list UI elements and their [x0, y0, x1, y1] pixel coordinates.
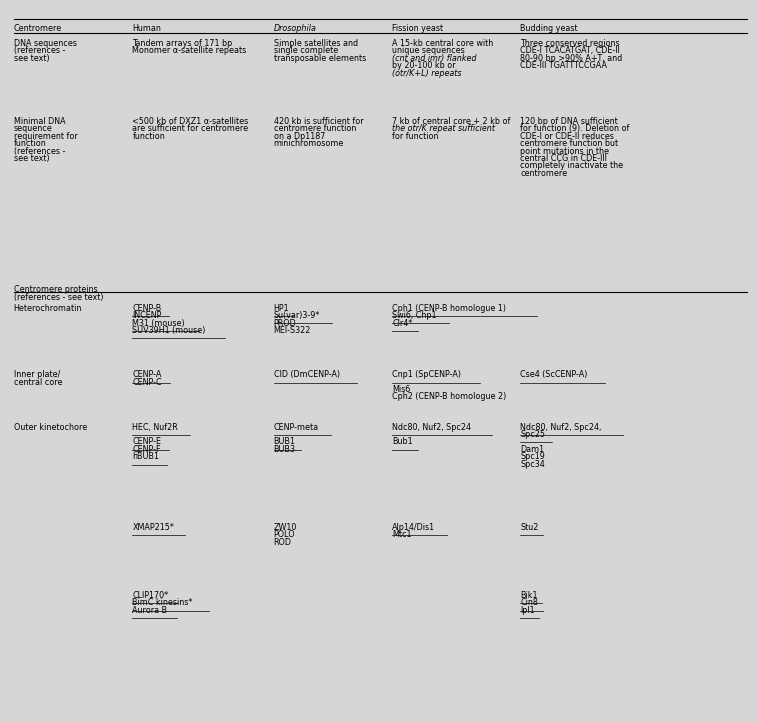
Text: M31 (mouse): M31 (mouse): [133, 318, 185, 328]
Text: ROD: ROD: [274, 538, 292, 547]
Text: Spc25: Spc25: [520, 430, 545, 439]
Text: Inner plate/: Inner plate/: [14, 370, 60, 379]
Text: CENP-B: CENP-B: [133, 304, 161, 313]
Text: (references - see text): (references - see text): [14, 292, 103, 302]
Text: transposable elements: transposable elements: [274, 54, 366, 63]
Text: CENP-F: CENP-F: [133, 445, 161, 454]
Text: Bik1: Bik1: [520, 591, 537, 600]
Text: HP1: HP1: [274, 304, 289, 313]
Text: Mis6: Mis6: [393, 385, 411, 394]
Text: point mutations in the: point mutations in the: [520, 147, 609, 156]
Text: Spc34: Spc34: [520, 460, 545, 469]
Text: (references -: (references -: [14, 147, 65, 156]
Text: (otr/K+L) repeats: (otr/K+L) repeats: [393, 69, 462, 78]
Text: SUV39H1 (mouse): SUV39H1 (mouse): [133, 326, 205, 335]
Text: CID (DmCENP-A): CID (DmCENP-A): [274, 370, 340, 379]
Text: Spc19: Spc19: [520, 452, 545, 461]
Text: unique sequences: unique sequences: [393, 46, 465, 56]
Text: see text): see text): [14, 154, 49, 163]
Text: Clr4*: Clr4*: [393, 318, 412, 328]
Text: Three conserved regions: Three conserved regions: [520, 39, 620, 48]
Text: Stu2: Stu2: [520, 523, 538, 532]
Text: for function: for function: [393, 131, 439, 141]
Text: Cnp1 (SpCENP-A): Cnp1 (SpCENP-A): [393, 370, 462, 379]
Text: MEI-S322: MEI-S322: [274, 326, 311, 335]
Text: Su(var)3-9*: Su(var)3-9*: [274, 311, 320, 320]
Text: Cin8: Cin8: [520, 599, 538, 607]
Text: Minimal DNA: Minimal DNA: [14, 117, 65, 126]
Text: see text): see text): [14, 54, 49, 63]
Text: POLO: POLO: [274, 531, 295, 539]
Text: INCENP: INCENP: [133, 311, 161, 320]
Text: BimC kinesins*: BimC kinesins*: [133, 599, 193, 607]
Text: centromere function: centromere function: [274, 124, 356, 134]
Text: XMAP215*: XMAP215*: [133, 523, 174, 532]
Text: hBUB1: hBUB1: [133, 452, 159, 461]
Text: Ipl1: Ipl1: [520, 606, 534, 615]
Text: Aurora B: Aurora B: [133, 606, 168, 615]
Text: function: function: [133, 131, 165, 141]
Text: for function (9). Deletion of: for function (9). Deletion of: [520, 124, 629, 134]
Text: central core: central core: [14, 378, 62, 386]
Text: (references -: (references -: [14, 46, 65, 56]
Text: CENP-A: CENP-A: [133, 370, 161, 379]
Text: Cph2 (CENP-B homologue 2): Cph2 (CENP-B homologue 2): [393, 393, 506, 401]
Text: centromere: centromere: [520, 169, 567, 178]
Text: the otr/K repeat sufficient: the otr/K repeat sufficient: [393, 124, 496, 134]
Text: Drosophila: Drosophila: [274, 25, 316, 33]
Text: A 15-kb central core with: A 15-kb central core with: [393, 39, 493, 48]
Text: Fission yeast: Fission yeast: [393, 25, 443, 33]
Text: CDE-I TCACATGAT, CDE-II: CDE-I TCACATGAT, CDE-II: [520, 46, 620, 56]
Text: ZW10: ZW10: [274, 523, 297, 532]
Text: CLIP170*: CLIP170*: [133, 591, 168, 600]
Text: (cnt and imr) flanked: (cnt and imr) flanked: [393, 54, 477, 63]
Text: CENP-meta: CENP-meta: [274, 422, 318, 432]
Text: Budding yeast: Budding yeast: [520, 25, 578, 33]
Text: Ndc80, Nuf2, Spc24: Ndc80, Nuf2, Spc24: [393, 422, 471, 432]
Text: Outer kinetochore: Outer kinetochore: [14, 422, 86, 432]
Text: CDE-I or CDE-II reduces: CDE-I or CDE-II reduces: [520, 131, 614, 141]
Text: Bub1: Bub1: [393, 438, 413, 446]
Text: on a Dp1187: on a Dp1187: [274, 131, 325, 141]
Text: 80-90 bp >90% A+T, and: 80-90 bp >90% A+T, and: [520, 54, 622, 63]
Text: 7 kb of central core + 2 kb of: 7 kb of central core + 2 kb of: [393, 117, 511, 126]
Text: by 20-100 kb or: by 20-100 kb or: [393, 61, 456, 70]
Text: Heterochromatin: Heterochromatin: [14, 304, 82, 313]
Text: <500 kb of DXZ1 α-satellites: <500 kb of DXZ1 α-satellites: [133, 117, 249, 126]
Text: Alp14/Dis1: Alp14/Dis1: [393, 523, 436, 532]
Text: Human: Human: [133, 25, 161, 33]
Text: CDE-III TGATTTCCGAA: CDE-III TGATTTCCGAA: [520, 61, 607, 70]
Text: Monomer α-satellite repeats: Monomer α-satellite repeats: [133, 46, 246, 56]
Text: Cse4 (ScCENP-A): Cse4 (ScCENP-A): [520, 370, 587, 379]
Text: Cph1 (CENP-B homologue 1): Cph1 (CENP-B homologue 1): [393, 304, 506, 313]
Text: function: function: [14, 139, 46, 148]
Text: Tandem arrays of 171 bp: Tandem arrays of 171 bp: [133, 39, 233, 48]
Text: BUB3: BUB3: [274, 445, 296, 454]
Text: centromere function but: centromere function but: [520, 139, 619, 148]
Text: Dam1: Dam1: [520, 445, 544, 454]
Text: BUB1: BUB1: [274, 438, 296, 446]
Text: single complete: single complete: [274, 46, 338, 56]
Text: DNA sequences: DNA sequences: [14, 39, 77, 48]
Text: requirement for: requirement for: [14, 131, 77, 141]
Text: 420 kb is sufficient for: 420 kb is sufficient for: [274, 117, 363, 126]
Text: completely inactivate the: completely inactivate the: [520, 162, 623, 170]
Text: CENP-C: CENP-C: [133, 378, 162, 386]
Text: CENP-E: CENP-E: [133, 438, 161, 446]
Text: Centromere: Centromere: [14, 25, 61, 33]
Text: Mtc1: Mtc1: [393, 531, 412, 539]
Text: HEC, Nuf2R: HEC, Nuf2R: [133, 422, 178, 432]
Text: Centromere proteins: Centromere proteins: [14, 285, 97, 295]
Text: sequence: sequence: [14, 124, 52, 134]
Text: minichromosome: minichromosome: [274, 139, 344, 148]
Text: are sufficient for centromere: are sufficient for centromere: [133, 124, 249, 134]
Text: central CCG in CDE-III: central CCG in CDE-III: [520, 154, 607, 163]
Text: 120 bp of DNA sufficient: 120 bp of DNA sufficient: [520, 117, 618, 126]
Text: Ndc80, Nuf2, Spc24,: Ndc80, Nuf2, Spc24,: [520, 422, 602, 432]
Text: Simple satellites and: Simple satellites and: [274, 39, 358, 48]
Text: PROD: PROD: [274, 318, 296, 328]
Text: Swi6, Chp1: Swi6, Chp1: [393, 311, 437, 320]
